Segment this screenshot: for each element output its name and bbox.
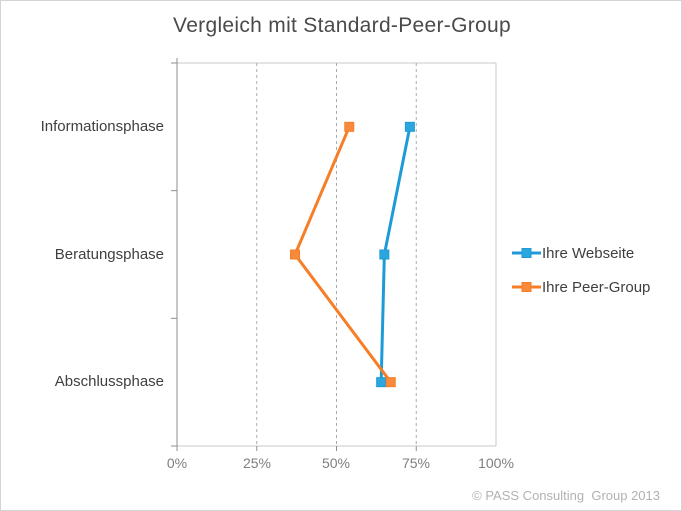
legend: Ihre Webseite Ihre Peer-Group (512, 236, 650, 304)
legend-label: Ihre Peer-Group (542, 278, 651, 296)
legend-item-ihre-peer-group: Ihre Peer-Group (512, 270, 650, 304)
legend-marker-square-icon (512, 282, 541, 292)
data-point-ihre-webseite-informationsphase (404, 121, 415, 132)
data-point-ihre-peer-group-beratungsphase (290, 249, 301, 260)
legend-marker-square-icon (512, 248, 541, 258)
copyright-text: © PASS Consulting Group 2013 (472, 488, 660, 503)
category-label-beratungsphase: Beratungsphase (54, 246, 164, 263)
data-point-ihre-webseite-beratungsphase (379, 249, 390, 260)
x-tick-label-100: 100% (478, 455, 514, 471)
category-label-abschlussphase: Abschlussphase (54, 373, 164, 390)
data-point-ihre-peer-group-abschlussphase (385, 377, 396, 388)
series-line-ihre-peer-group (293, 126, 392, 384)
x-tick-label-50: 50% (321, 455, 351, 471)
category-label-informationsphase: Informationsphase (40, 118, 164, 135)
legend-item-ihre-webseite: Ihre Webseite (512, 236, 650, 270)
x-tick-label-75: 75% (401, 455, 431, 471)
x-tick-label-25: 25% (242, 455, 272, 471)
chart-title: Vergleich mit Standard-Peer-Group (173, 14, 511, 37)
x-tick-label-0: 0% (166, 455, 188, 471)
legend-square (521, 248, 532, 258)
legend-square (521, 282, 532, 292)
data-point-ihre-webseite-abschlussphase (376, 377, 387, 388)
data-point-ihre-peer-group-informationsphase (344, 121, 355, 132)
legend-label: Ihre Webseite (542, 244, 635, 262)
